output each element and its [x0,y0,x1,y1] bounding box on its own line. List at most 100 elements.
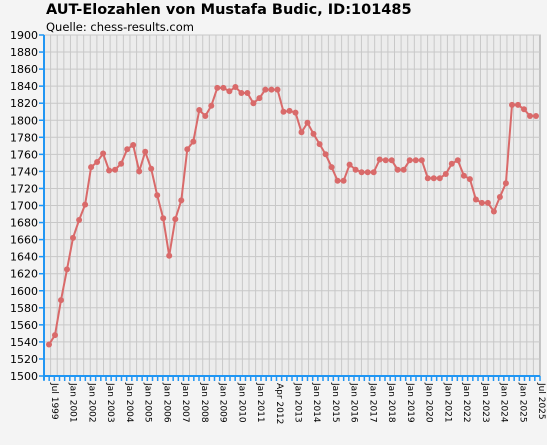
data-point [226,88,233,95]
data-point [76,217,83,223]
data-point [304,119,311,126]
data-point [256,95,263,102]
data-point [527,113,533,119]
data-point [142,148,149,155]
data-point [286,107,293,114]
x-tick-label: Jan 2019 [405,382,415,423]
data-point [370,169,377,176]
x-tick-label: Jan 2023 [480,382,490,423]
data-point [400,166,407,173]
x-tick-label: Jan 2006 [161,382,171,423]
data-point [316,141,323,148]
data-point [460,172,467,179]
data-point [166,252,173,259]
data-point [352,166,359,173]
data-point [268,86,275,93]
x-tick-label: Jan 2004 [124,382,134,423]
data-point [292,109,299,116]
y-tick-label: 1640 [10,251,38,264]
data-point [136,168,143,175]
data-point [334,177,341,184]
data-point [202,113,209,119]
y-tick-label: 1860 [10,63,38,76]
x-tick-label: Jan 2008 [199,382,209,423]
x-tick-label: Jan 2009 [218,382,228,423]
data-point [250,100,257,107]
y-tick-label: 1800 [10,114,38,127]
data-point [190,138,197,145]
data-point [64,266,70,273]
data-point [382,157,389,164]
data-point [82,201,89,208]
y-tick-label: 1680 [10,217,38,230]
x-tick-label: Jan 2007 [180,382,190,423]
x-tick-label: Jan 2018 [386,382,396,423]
data-point [274,86,281,93]
data-point [472,196,479,203]
data-point [262,86,269,93]
data-point [412,157,419,164]
y-tick-label: 1820 [10,97,38,110]
x-tick-label: Jan 2022 [461,382,471,423]
data-point [298,129,305,136]
y-tick-label: 1500 [10,370,38,383]
data-point [394,166,401,173]
y-tick-label: 1760 [10,148,38,161]
data-point [484,199,491,206]
y-tick-label: 1700 [10,200,38,213]
x-tick-label: Jan 2016 [349,382,359,423]
data-point [448,160,455,167]
x-tick-label: Jan 2011 [255,382,265,423]
data-point [515,101,521,108]
y-tick-label: 1880 [10,46,38,59]
data-point [496,194,503,200]
data-point [310,130,317,137]
x-tick-label: Jul 1999 [49,382,59,420]
data-point [388,157,395,164]
x-tick-label: Jan 2003 [105,382,115,423]
data-point [364,169,371,176]
data-point [478,199,485,206]
chart-title: AUT-Elozahlen von Mustafa Budic, ID:1014… [46,2,412,18]
data-point [196,107,203,113]
y-tick-label: 1580 [10,302,38,315]
data-point [154,192,161,199]
x-tick-label: Jan 2015 [330,382,340,423]
data-point [358,169,365,176]
data-point [208,102,215,109]
data-point [46,341,52,348]
data-point [184,146,191,153]
x-tick-label: Jan 2013 [293,382,303,423]
data-point [214,84,221,91]
x-tick-label: Jan 2002 [86,382,96,423]
data-point [88,164,95,171]
x-tick-label: Jan 2025 [517,382,527,423]
x-tick-label: Jan 2005 [143,382,153,423]
data-point [100,150,107,157]
data-point [118,160,125,167]
y-tick-label: 1660 [10,234,38,247]
y-tick-label: 1840 [10,80,38,93]
y-tick-label: 1780 [10,131,38,144]
data-point [94,159,101,165]
data-point [533,113,539,119]
data-point [124,146,131,153]
x-tick-label: Jan 2014 [311,382,321,423]
data-point [346,161,353,168]
data-point [509,101,515,108]
x-tick-label: Jan 2017 [367,382,377,423]
y-tick-label: 1900 [10,29,38,42]
y-tick-label: 1740 [10,165,38,178]
data-point [328,164,335,171]
data-point [436,175,443,182]
y-tick-label: 1540 [10,336,38,349]
data-point [232,84,239,90]
data-point [322,151,329,158]
data-point [490,208,497,215]
data-point [244,90,251,96]
x-tick-label: Jul 2025 [536,382,546,420]
data-point [376,156,383,163]
x-tick-label: Apr 2012 [274,383,284,424]
x-tick-label: Jan 2010 [236,382,246,423]
